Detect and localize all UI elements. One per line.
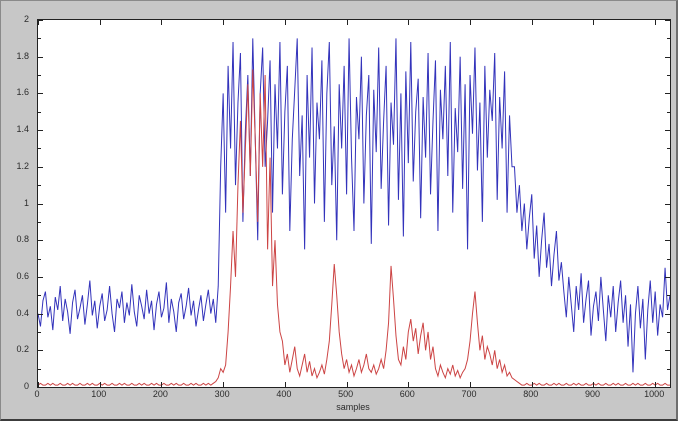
y-tick <box>38 295 41 297</box>
x-tick <box>531 382 533 387</box>
y-tick-right <box>667 185 670 187</box>
x-tick-label: 200 <box>152 389 168 399</box>
y-tick-right <box>665 56 670 58</box>
x-tick-label: 600 <box>399 389 415 399</box>
y-tick <box>38 203 43 205</box>
x-tick-top <box>223 20 225 25</box>
y-axis-tick-labels: 0 0.2 0.4 0.6 0.8 1 1.2 1.4 1.6 1.8 2 <box>1 14 32 391</box>
x-axis-title: samples <box>336 402 370 412</box>
x-tick <box>593 382 595 387</box>
y-tick <box>38 240 43 242</box>
y-tick-label: 0 <box>23 381 29 391</box>
x-tick-label: 800 <box>523 389 539 399</box>
y-tick <box>38 387 43 388</box>
x-tick <box>284 382 286 387</box>
y-tick-right <box>667 331 670 333</box>
x-tick-top <box>531 20 533 25</box>
series-1-line <box>38 38 670 372</box>
x-tick-label: 300 <box>214 389 230 399</box>
y-tick-right <box>665 130 670 132</box>
y-tick <box>38 166 43 168</box>
y-tick-right <box>665 93 670 95</box>
y-tick <box>38 20 43 21</box>
y-tick-right <box>667 148 670 150</box>
x-tick-label: 100 <box>91 389 107 399</box>
y-tick-right <box>665 20 670 21</box>
x-tick <box>346 382 348 387</box>
y-tick <box>38 350 43 352</box>
x-tick-label: 900 <box>584 389 600 399</box>
y-tick-right <box>667 75 670 77</box>
y-tick-label: 0.4 <box>16 307 29 318</box>
y-tick <box>38 130 43 132</box>
x-tick <box>161 382 163 387</box>
x-tick <box>99 382 101 387</box>
y-tick <box>38 368 41 370</box>
y-tick-right <box>665 203 670 205</box>
x-tick-label: 400 <box>276 389 292 399</box>
y-tick-label: 1.2 <box>16 160 29 171</box>
y-tick-label: 1.8 <box>16 50 29 61</box>
series-2-line <box>38 70 670 386</box>
x-tick-label: 500 <box>338 389 354 399</box>
y-tick <box>38 331 41 333</box>
y-tick <box>38 185 41 187</box>
x-tick <box>655 382 657 387</box>
x-axis-tick-labels: 0 100 200 300 400 500 600 700 800 900 1000 <box>34 389 669 401</box>
y-tick-label: 1.4 <box>16 124 29 135</box>
y-tick-right <box>665 350 670 352</box>
y-tick-right <box>665 240 670 242</box>
x-tick-top <box>284 20 286 25</box>
y-tick-right <box>667 295 670 297</box>
y-tick-right <box>667 38 670 40</box>
y-tick <box>38 93 43 95</box>
x-tick-top <box>470 20 472 25</box>
x-tick-top <box>655 20 657 25</box>
y-tick-right <box>667 111 670 113</box>
y-tick <box>38 221 41 223</box>
x-tick-top <box>408 20 410 25</box>
x-tick-top <box>99 20 101 25</box>
y-tick-label: 2 <box>23 14 29 24</box>
x-tick-top <box>593 20 595 25</box>
x-tick-top <box>38 20 39 25</box>
x-tick-top <box>161 20 163 25</box>
y-tick-label: 0.6 <box>16 270 29 281</box>
y-tick-right <box>665 166 670 168</box>
x-tick-label: 700 <box>461 389 477 399</box>
plot-canvas <box>38 20 670 387</box>
x-tick <box>470 382 472 387</box>
y-tick <box>38 313 43 315</box>
y-tick-right <box>665 313 670 315</box>
y-tick <box>38 38 41 40</box>
y-tick <box>38 148 41 150</box>
y-tick <box>38 75 41 77</box>
y-tick <box>38 258 41 260</box>
y-tick-right <box>667 258 670 260</box>
x-tick <box>408 382 410 387</box>
y-tick-right <box>665 387 670 388</box>
x-tick-top <box>346 20 348 25</box>
y-tick-label: 0.8 <box>16 234 29 245</box>
x-tick-label: 1000 <box>644 389 665 399</box>
x-tick-label: 0 <box>34 389 40 399</box>
x-tick <box>223 382 225 387</box>
y-tick-label: 0.2 <box>16 344 29 355</box>
y-tick-right <box>665 276 670 278</box>
plot-area <box>37 19 671 388</box>
y-tick-label: 1.6 <box>16 87 29 98</box>
y-tick-label: 1 <box>23 197 29 208</box>
y-tick-right <box>667 221 670 223</box>
y-tick <box>38 111 41 113</box>
y-tick <box>38 276 43 278</box>
y-tick-right <box>667 368 670 370</box>
x-tick <box>38 382 39 387</box>
y-tick <box>38 56 43 58</box>
